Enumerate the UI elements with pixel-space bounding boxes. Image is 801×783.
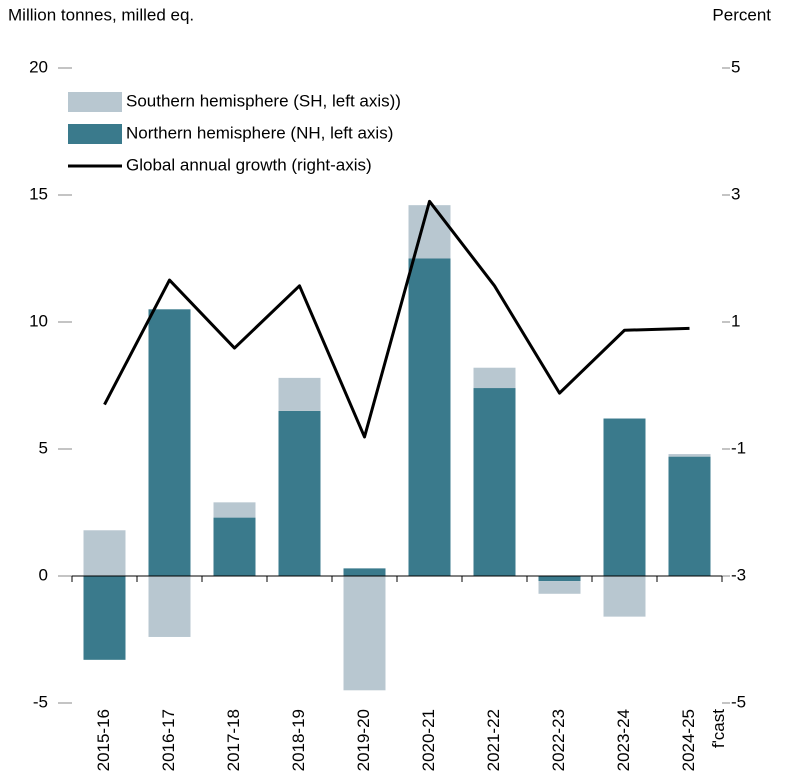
x-tick-label: 2021-22 <box>484 709 503 771</box>
legend-label: Southern hemisphere (SH, left axis)) <box>126 91 401 110</box>
bar <box>668 454 711 457</box>
y2-tick-label: -5 <box>731 692 746 711</box>
bar <box>148 309 191 576</box>
annotation: f'cast <box>709 709 728 748</box>
bar <box>343 568 386 576</box>
y2-tick-label: -1 <box>731 438 746 457</box>
bar <box>83 530 126 576</box>
y-tick-label: -5 <box>33 692 48 711</box>
bar <box>343 576 386 691</box>
y-tick-label: 10 <box>29 311 48 330</box>
y2-tick-label: 5 <box>731 57 740 76</box>
x-tick-label: 2018-19 <box>289 709 308 771</box>
x-tick-label: 2023-24 <box>614 709 633 771</box>
x-tick-label: 2017-18 <box>224 709 243 771</box>
legend-swatch <box>68 124 122 144</box>
bar <box>213 517 256 576</box>
y-tick-label: 15 <box>29 184 48 203</box>
bar <box>408 258 451 576</box>
y2-axis-title: Percent <box>712 5 771 24</box>
y-axis-title: Million tonnes, milled eq. <box>8 5 194 24</box>
x-tick-label: 2020-21 <box>419 709 438 771</box>
bar <box>473 388 516 576</box>
x-tick-label: 2024-25 <box>679 709 698 771</box>
x-tick-label: 2022-23 <box>549 709 568 771</box>
bar <box>148 576 191 637</box>
y2-tick-label: 3 <box>731 184 740 203</box>
legend-label: Global annual growth (right-axis) <box>126 155 372 174</box>
bar <box>278 410 321 576</box>
y2-tick-label: 1 <box>731 311 740 330</box>
x-tick-label: 2019-20 <box>354 709 373 771</box>
bar <box>603 418 646 576</box>
y2-tick-label: -3 <box>731 565 746 584</box>
x-tick-label: 2015-16 <box>94 709 113 771</box>
legend-label: Northern hemisphere (NH, left axis) <box>126 123 393 142</box>
y-tick-label: 20 <box>29 57 48 76</box>
y-tick-label: 5 <box>39 438 48 457</box>
bar <box>213 502 256 518</box>
y-tick-label: 0 <box>39 565 48 584</box>
bar <box>538 581 581 594</box>
bar <box>668 456 711 576</box>
bar <box>603 576 646 617</box>
bar <box>538 576 581 582</box>
bar <box>83 576 126 660</box>
bar <box>473 367 516 389</box>
line-series <box>103 199 690 439</box>
legend-swatch <box>68 92 122 112</box>
bar <box>278 377 321 411</box>
x-tick-label: 2016-17 <box>159 709 178 771</box>
